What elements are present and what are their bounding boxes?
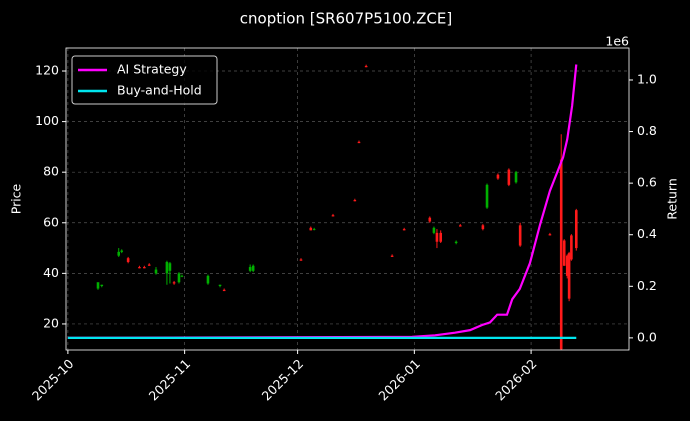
- candle-body: [165, 261, 169, 274]
- candle-body: [309, 227, 313, 231]
- candle-body: [548, 234, 552, 236]
- candle-body: [117, 251, 121, 256]
- candle-body: [331, 215, 335, 217]
- legend-label: AI Strategy: [117, 62, 187, 77]
- candle-body: [364, 65, 368, 68]
- candle-body: [567, 253, 571, 299]
- y2-offset-label: 1e6: [605, 34, 629, 49]
- candle-body: [147, 264, 151, 266]
- candle-body: [222, 289, 226, 292]
- y-tick-label: 100: [35, 113, 59, 128]
- candle-body: [357, 141, 361, 144]
- candle-body: [126, 258, 130, 262]
- candle-body: [172, 282, 176, 284]
- legend: AI Strategy Buy-and-Hold: [71, 55, 218, 105]
- candle-body: [481, 225, 485, 230]
- candle-body: [154, 269, 158, 274]
- candle-body: [439, 232, 443, 242]
- candle-body: [514, 172, 518, 183]
- candle-body: [206, 275, 210, 284]
- chart-title: cnoption [SR607P5100.ZCE]: [240, 10, 452, 28]
- candle-body: [312, 229, 316, 230]
- candle-body: [180, 275, 184, 277]
- y-tick-label: 20: [43, 315, 59, 330]
- candle-body: [485, 184, 489, 208]
- candle-body: [402, 229, 406, 231]
- candle-body: [518, 225, 522, 246]
- candle-body: [299, 259, 303, 261]
- candle-body: [574, 210, 578, 249]
- candle-body: [565, 255, 569, 276]
- y2-tick-label: 0.6: [637, 175, 657, 190]
- candle-body: [559, 159, 563, 350]
- y-tick-label: 80: [43, 164, 59, 179]
- candle-body: [138, 267, 141, 269]
- candle-body: [496, 174, 500, 179]
- candle-body: [143, 267, 146, 269]
- y2-tick-label: 1.0: [637, 71, 657, 86]
- candle-body: [177, 273, 181, 283]
- candle-body: [435, 232, 439, 242]
- y-axis-label: Price: [9, 183, 24, 214]
- candle-body: [562, 240, 566, 266]
- candle-body: [432, 227, 436, 233]
- candle-body: [100, 284, 104, 287]
- y-tick-label: 60: [43, 214, 59, 229]
- y-tick-label: 40: [43, 265, 59, 280]
- candle-body: [390, 255, 394, 257]
- line-series: [67, 64, 578, 339]
- candle-body: [353, 200, 357, 202]
- candle-body: [458, 225, 462, 227]
- legend-label: Buy-and-Hold: [117, 83, 202, 98]
- grid: [66, 48, 629, 350]
- candle-body: [120, 250, 124, 252]
- plot-frame: [65, 47, 630, 351]
- candle-body: [218, 284, 222, 287]
- candle-body: [251, 265, 255, 271]
- candle-body: [454, 241, 458, 244]
- legend-box: [71, 55, 218, 105]
- candle-body: [168, 263, 172, 271]
- y2-tick-label: 0.0: [637, 329, 657, 344]
- y2-tick-label: 0.4: [637, 226, 657, 241]
- candle-body: [428, 217, 432, 222]
- y2-tick-label: 0.8: [637, 123, 657, 138]
- candle-body: [96, 282, 100, 289]
- y2-axis-label: Return: [665, 178, 680, 219]
- candle-body: [248, 267, 252, 271]
- y-tick-label: 120: [35, 63, 59, 78]
- candle-body: [570, 235, 573, 260]
- y2-tick-label: 0.2: [637, 278, 657, 293]
- candle-body: [507, 169, 511, 185]
- plot-area: [67, 64, 578, 350]
